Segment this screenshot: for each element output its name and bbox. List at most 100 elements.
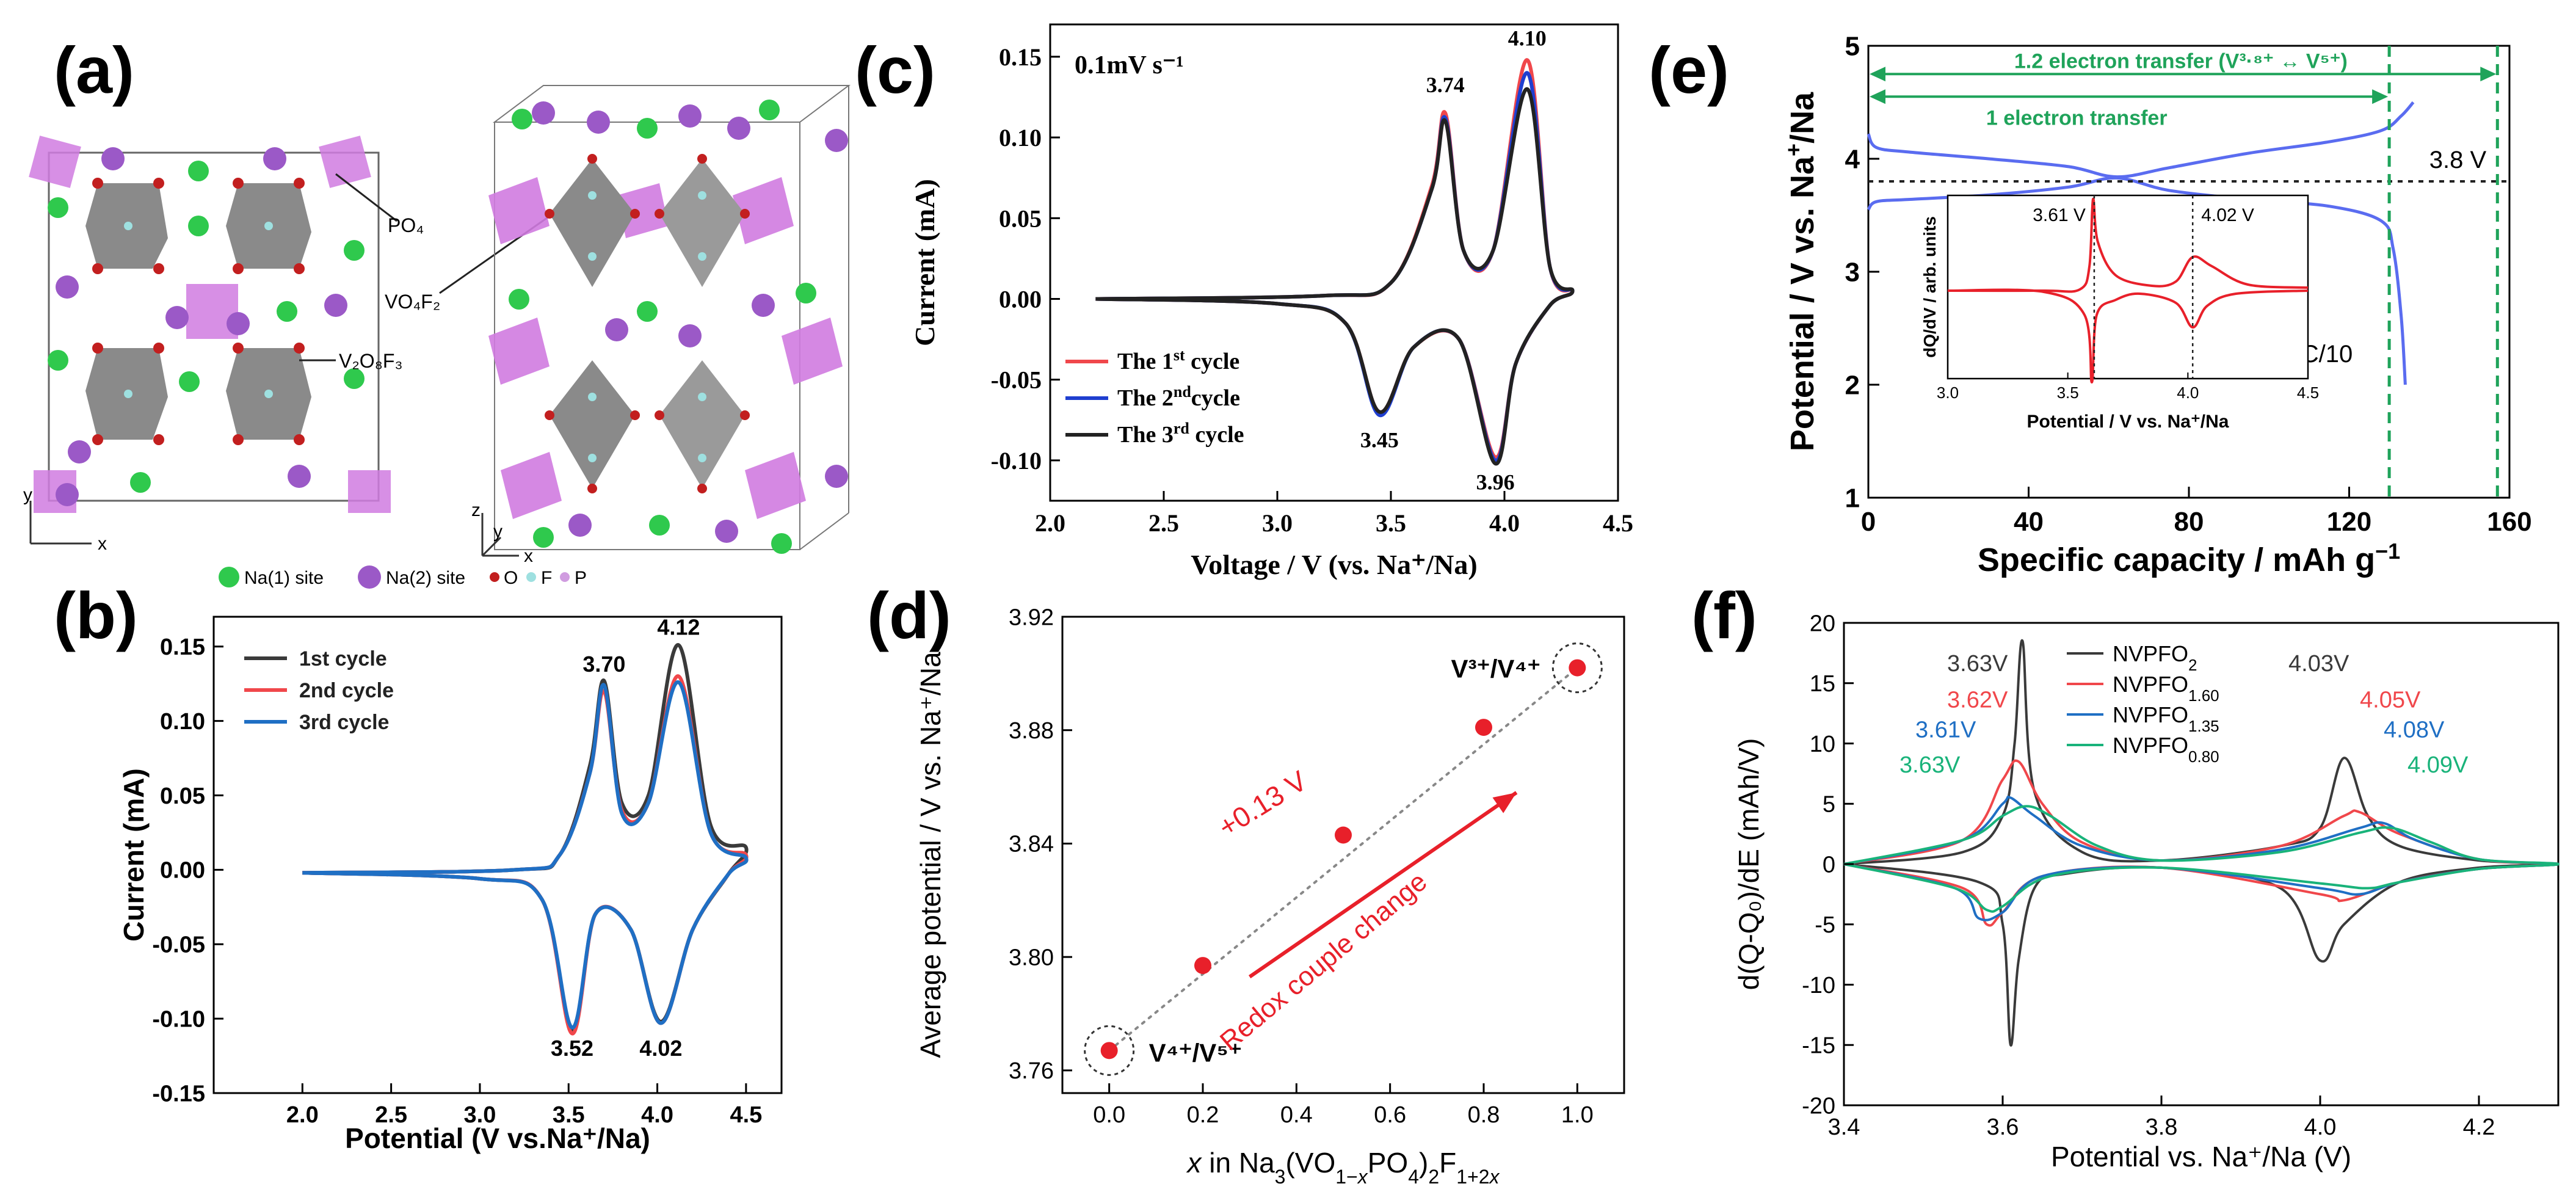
chart-f-legend: NVPFO2 NVPFO1.60 NVPFO1.35 NVPFO0.80	[2067, 641, 2219, 766]
inset-ylabel: dQ/dV / arb. units	[1920, 216, 1939, 358]
chart-d-ytick-label: 3.84	[1009, 832, 1054, 857]
structure-figure: y x PO₄ V₂O₈F₃ VO₄F₂ z y x	[23, 85, 851, 589]
chart-d-ytick-label: 3.92	[1009, 605, 1054, 630]
inset-xtick-label: 3.0	[1937, 383, 1959, 402]
chart-e-plot: 0 40 80 120 160 1 2 3 4 5 3.8 V 1.2 electron trans…	[1845, 31, 2532, 537]
chart-c-peak-label: 3.45	[1360, 428, 1399, 452]
chart-b-plot: 2.0 2.5 3.0 3.5 4.0 4.5 -0.15 -0.10 -0.05 0.00 0.0…	[152, 614, 783, 1128]
chart-f-xlabel: Potential vs. Na⁺/Na (V)	[2051, 1141, 2351, 1172]
chart-b-peak-label: 4.02	[639, 1036, 682, 1061]
inset-peak-label-2: 4.02 V	[2201, 205, 2254, 225]
chart-b-peak-label: 4.12	[657, 614, 700, 639]
chart-f-legend-2: NVPFO1.60	[2113, 672, 2219, 705]
chart-f-ytick-label: 20	[1810, 611, 1835, 636]
panel-label-b: (b)	[54, 578, 138, 652]
chart-b-ticks: 2.0 2.5 3.0 3.5 4.0 4.5 -0.15 -0.10 -0.05 0.00 0.0…	[152, 634, 762, 1128]
chart-e-ylabel: Potential / V vs. Na+/Na	[1781, 92, 1821, 451]
chart-d-trend-line	[1108, 666, 1579, 1052]
chart-f-ticks: 3.4 3.6 3.8 4.0 4.2 -20 -15 -10 -5 0 5 10 15 20	[1802, 611, 2495, 1140]
axis-x-3d: x	[524, 546, 533, 566]
chart-f-xtick-label: 4.0	[2304, 1114, 2337, 1140]
chart-d-xtick-label: 1.0	[1561, 1102, 1594, 1128]
legend-f: F	[541, 568, 552, 588]
chart-b-xlabel: Potential (V vs.Na⁺/Na)	[345, 1122, 650, 1154]
chart-d-point	[1569, 659, 1586, 677]
chart-b-ytick-label: -0.15	[152, 1081, 205, 1107]
chart-b-ytick-label: -0.05	[152, 932, 205, 958]
chart-e-xtick-label: 160	[2487, 507, 2531, 537]
chart-c-ytick-label: -0.10	[991, 447, 1042, 474]
chart-f-legend-1: NVPFO2	[2113, 641, 2197, 674]
chart-e-arrow-1-head-right	[2372, 89, 2389, 104]
chart-e-xtick-label: 40	[2014, 507, 2044, 537]
chart-d-annotations: V³⁺/V⁴⁺ V⁴⁺/V⁵⁺ +0.13 V Redox couple change	[1149, 655, 1541, 1067]
chart-e-inset: 3.61 V 4.02 V 3.0 3.5 4.0 4.5 Potential / V …	[1920, 194, 2319, 432]
chart-c-xtick-label: 3.5	[1376, 509, 1406, 537]
chart-c-xtick-label: 4.5	[1603, 509, 1633, 537]
chart-d-point	[1100, 1042, 1118, 1059]
chart-b-frame	[212, 616, 783, 1094]
chart-f-peak-label: 4.05V	[2360, 687, 2421, 713]
chart-b-xtick-label: 3.5	[553, 1102, 585, 1128]
chart-f-peak-label: 3.62V	[1947, 687, 2008, 713]
chart-e-xtick-label: 0	[1861, 507, 1876, 537]
inset-xlabel: Potential / V vs. Na⁺/Na	[2027, 412, 2229, 432]
axis-y-3d: y	[493, 522, 503, 542]
chart-f-xtick-label: 4.2	[2463, 1114, 2495, 1140]
chart-c: 2.0 2.5 3.0 3.5 4.0 4.5 -0.10 -0.05 0.00 0.05 0.10…	[909, 23, 1633, 580]
inset-xtick-label: 4.0	[2177, 383, 2199, 402]
chart-b-xtick-label: 2.0	[286, 1102, 319, 1128]
chart-d-plot: 0.0 0.2 0.4 0.6 0.8 1.0 3.76 3.80 3.84 3.88 3.92 V…	[1009, 605, 1625, 1128]
chart-e-ytick-label: 2	[1845, 370, 1860, 400]
chart-b-ytick-label: 0.05	[160, 783, 205, 809]
chart-b-legend: 1st cycle 2nd cycle 3rd cycle	[244, 647, 394, 734]
chart-b-legend-3: 3rd cycle	[299, 711, 389, 734]
panel-label-f: (f)	[1691, 578, 1757, 652]
structure-legend: Na(1) site Na(2) site O F P	[219, 565, 587, 589]
chart-e-arrow-1-head-left	[1870, 89, 1885, 104]
chart-f-peak-label: 3.63V	[1947, 651, 2008, 677]
chart-e-series-discharge	[1867, 176, 2407, 385]
chart-d-label-delta: +0.13 V	[1213, 765, 1312, 843]
structure-2d: y x	[23, 136, 391, 554]
chart-f-series-4	[1843, 805, 2560, 913]
chart-d-xtick-label: 0.0	[1093, 1102, 1125, 1128]
chart-c-plot: 2.0 2.5 3.0 3.5 4.0 4.5 -0.10 -0.05 0.00 0.05 0.10…	[991, 23, 1633, 537]
chart-d-frame	[1061, 616, 1625, 1094]
chart-f-peak-label: 3.61V	[1915, 718, 1976, 743]
panel-label-a: (a)	[54, 33, 134, 107]
chart-c-ytick-label: -0.05	[991, 366, 1042, 394]
chart-e-label-rate: C/10	[2301, 341, 2353, 368]
chart-c-xtick-label: 3.0	[1262, 509, 1293, 537]
chart-e-xtick-label: 80	[2174, 507, 2204, 537]
chart-e-label-transfer1: 1 electron transfer	[1986, 106, 2168, 129]
chart-e-ytick-label: 4	[1845, 144, 1860, 174]
chart-c-legend-3: The 3rd cycle	[1117, 420, 1244, 448]
chart-b-ytick-label: -0.10	[152, 1006, 205, 1032]
panel-label-c: (c)	[855, 33, 935, 107]
chart-d-xtick-label: 0.6	[1374, 1102, 1406, 1128]
chart-b-annotations: 3.70 4.12 3.52 4.02	[551, 614, 700, 1061]
chart-f-annotations: 3.63V 3.62V 3.61V 3.63V 4.03V 4.05V 4.08V 4.09V	[1899, 651, 2469, 778]
chart-d-ytick-label: 3.80	[1009, 945, 1054, 970]
chart-c-series-3	[1095, 87, 1575, 466]
chart-f-xtick-label: 3.8	[2146, 1114, 2178, 1140]
chart-f-peak-label: 3.63V	[1899, 752, 1961, 778]
chart-f-xtick-label: 3.6	[1987, 1114, 2019, 1140]
legend-na1: Na(1) site	[244, 568, 324, 588]
chart-c-xlabel: Voltage / V (vs. Na⁺/Na)	[1191, 549, 1477, 580]
chart-d-arrowhead	[1492, 792, 1517, 813]
chart-e-ticks: 0 40 80 120 160 1 2 3 4 5	[1845, 31, 2532, 537]
chart-e-ytick-label: 1	[1845, 483, 1860, 513]
chart-b-peak-label: 3.70	[582, 652, 625, 677]
label-v2o8f3: V₂O₈F₃	[339, 350, 403, 372]
legend-p: P	[575, 568, 587, 588]
chart-d-xtick-label: 0.2	[1187, 1102, 1219, 1128]
chart-f-ytick-label: 15	[1810, 671, 1835, 697]
chart-b-legend-2: 2nd cycle	[299, 679, 394, 702]
structure-3d: z y x	[471, 85, 851, 566]
chart-c-xtick-label: 2.5	[1148, 509, 1179, 537]
chart-b-ytick-label: 0.00	[160, 858, 205, 884]
chart-f-peak-label: 4.03V	[2288, 651, 2349, 677]
chart-b-ytick-label: 0.10	[160, 709, 205, 735]
